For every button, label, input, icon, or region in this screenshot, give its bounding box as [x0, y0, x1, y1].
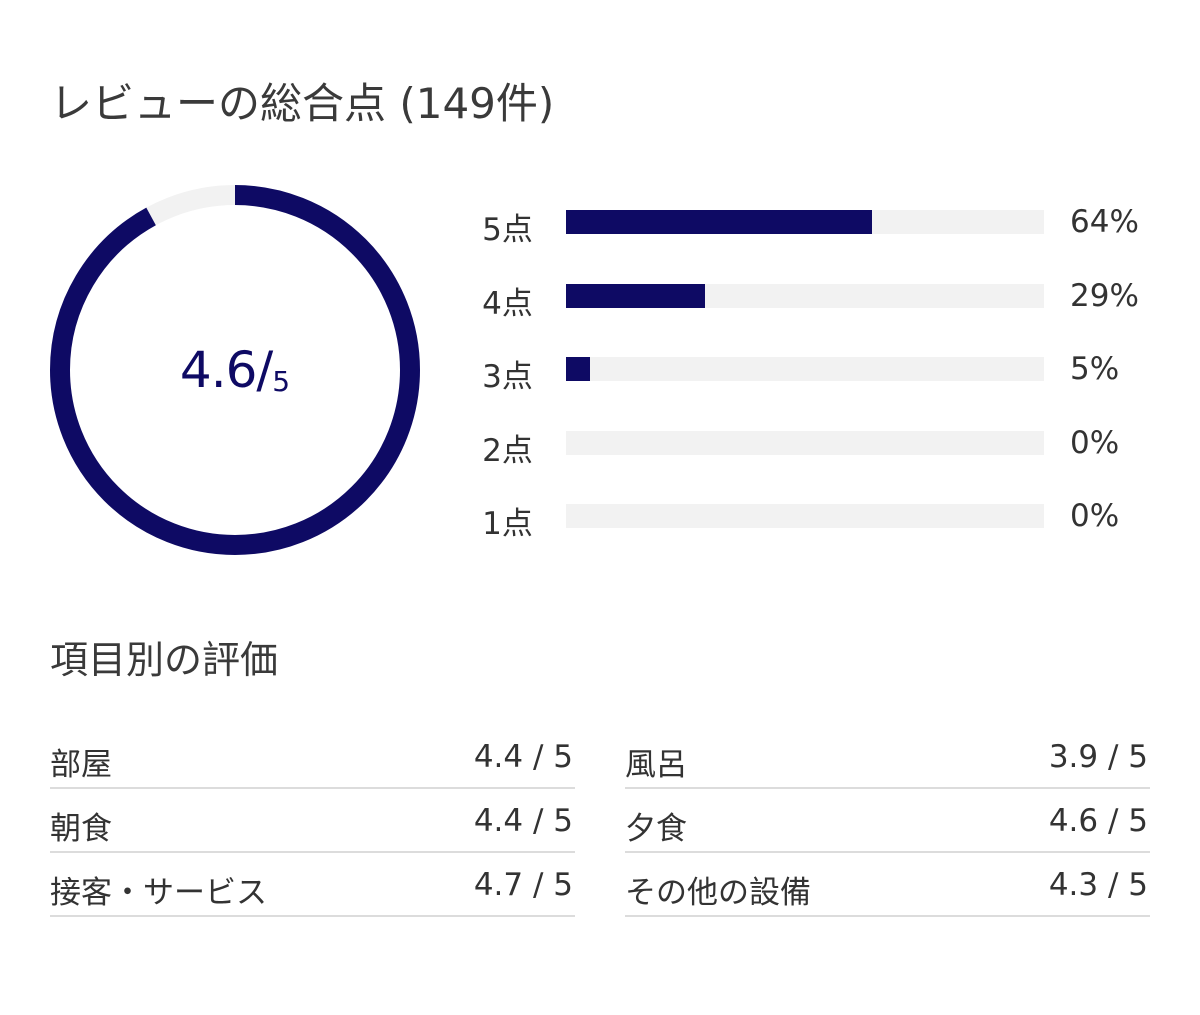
rating-row-1: 1点 0% [470, 486, 1160, 560]
rating-label: 3点 [482, 359, 533, 395]
category-name: 朝食 [50, 811, 112, 847]
category-name: 接客・サービス [50, 875, 267, 911]
overall-score: 4.6/5 [50, 185, 420, 555]
review-summary-title: レビューの総合点 (149件) [50, 79, 555, 128]
gauge-ring [50, 185, 420, 555]
category-score: 4.4 / 5 [473, 739, 573, 775]
category-ratings-title: 項目別の評価 [50, 638, 279, 682]
rating-row-4: 4点 29% [470, 266, 1160, 340]
rating-row-3: 3点 5% [470, 339, 1160, 413]
rating-bar-fill [566, 210, 872, 234]
rating-bar-fill [566, 283, 705, 308]
rating-label: 2点 [482, 432, 533, 469]
rating-bar-track [566, 504, 1044, 528]
category-row: 夕食 4.6 / 5 [625, 789, 1150, 853]
category-name: 部屋 [50, 747, 112, 783]
rating-label: 5点 [482, 212, 533, 248]
rating-percent: 29% [1070, 277, 1139, 314]
rating-bar-track [566, 430, 1044, 455]
category-column-right: 風呂 3.9 / 5 夕食 4.6 / 5 その他の設備 4.3 / 5 [625, 725, 1150, 917]
category-row: 朝食 4.4 / 5 [50, 789, 575, 853]
rating-percent: 5% [1070, 351, 1120, 387]
overall-score-gauge: 4.6/5 [50, 185, 420, 555]
category-row: 部屋 4.4 / 5 [50, 725, 575, 789]
category-name: 夕食 [625, 811, 687, 847]
rating-percent: 64% [1070, 204, 1139, 240]
overall-score-value: 4.6/ [179, 341, 273, 399]
rating-bar-track [566, 357, 1044, 381]
rating-distribution: 5点 64% 4点 29% 3点 5% 2点 0% 1点 0% [470, 192, 1160, 560]
category-name: 風呂 [625, 747, 687, 783]
category-column-left: 部屋 4.4 / 5 朝食 4.4 / 5 接客・サービス 4.7 / 5 [50, 725, 575, 917]
category-name: その他の設備 [625, 875, 811, 911]
category-score: 4.6 / 5 [1048, 803, 1148, 839]
rating-percent: 0% [1070, 498, 1120, 534]
overall-score-max: 5 [272, 364, 291, 398]
rating-label: 4点 [482, 285, 533, 322]
category-row: 接客・サービス 4.7 / 5 [50, 853, 575, 917]
category-row: その他の設備 4.3 / 5 [625, 853, 1150, 917]
gauge-progress [50, 185, 420, 555]
rating-bar-track [566, 283, 1044, 308]
category-score: 4.4 / 5 [473, 803, 573, 839]
rating-bar-track [566, 210, 1044, 234]
rating-bar-fill [566, 357, 590, 381]
category-row: 風呂 3.9 / 5 [625, 725, 1150, 789]
rating-label: 1点 [482, 506, 533, 542]
category-score: 4.7 / 5 [473, 867, 573, 903]
rating-row-2: 2点 0% [470, 413, 1160, 487]
category-score: 3.9 / 5 [1048, 739, 1148, 775]
rating-percent: 0% [1070, 424, 1120, 461]
rating-row-5: 5点 64% [470, 192, 1160, 266]
category-score: 4.3 / 5 [1048, 867, 1148, 903]
